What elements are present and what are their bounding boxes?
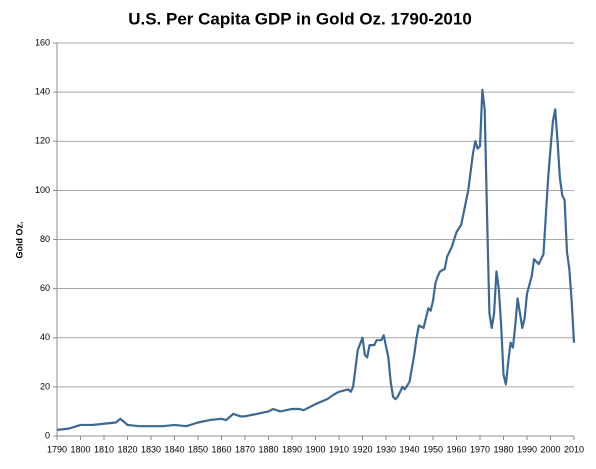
data-line: [56, 88, 576, 431]
y-tick-label: 40: [40, 332, 50, 342]
x-tick-label: 1980: [493, 444, 513, 454]
y-tick-label: 80: [40, 234, 50, 244]
y-tick-label: 160: [35, 37, 50, 47]
x-tick-label: 2010: [564, 444, 584, 454]
x-tick-label: 1990: [517, 444, 537, 454]
x-tick-label: 1810: [94, 444, 114, 454]
y-tick-label: 20: [40, 381, 50, 391]
x-tick-label: 1870: [235, 444, 255, 454]
x-tick-label: 1850: [188, 444, 208, 454]
x-tick-label: 1830: [141, 444, 161, 454]
y-tick-label: 100: [35, 185, 50, 195]
y-tick-label: 60: [40, 283, 50, 293]
x-tick-label: 1800: [70, 444, 90, 454]
chart-title: U.S. Per Capita GDP in Gold Oz. 1790-201…: [128, 9, 472, 28]
y-tick-label: 140: [35, 87, 50, 97]
x-tick-label: 1940: [399, 444, 419, 454]
x-tick-label: 1820: [117, 444, 137, 454]
x-tick-label: 1960: [446, 444, 466, 454]
x-tick-label: 1790: [47, 444, 67, 454]
x-tick-label: 1910: [329, 444, 349, 454]
x-tick-label: 2000: [540, 444, 560, 454]
x-tick-label: 1880: [258, 444, 278, 454]
x-tick-label: 1900: [305, 444, 325, 454]
x-tick-label: 1930: [376, 444, 396, 454]
x-tick-label: 1920: [352, 444, 372, 454]
x-tick-label: 1950: [423, 444, 443, 454]
x-tick-label: 1840: [164, 444, 184, 454]
y-axis-title: Gold Oz.: [14, 222, 24, 259]
y-tick-label: 0: [45, 430, 50, 440]
y-tick-label: 120: [35, 136, 50, 146]
x-tick-label: 1970: [470, 444, 490, 454]
x-tick-label: 1890: [282, 444, 302, 454]
x-tick-label: 1860: [211, 444, 231, 454]
